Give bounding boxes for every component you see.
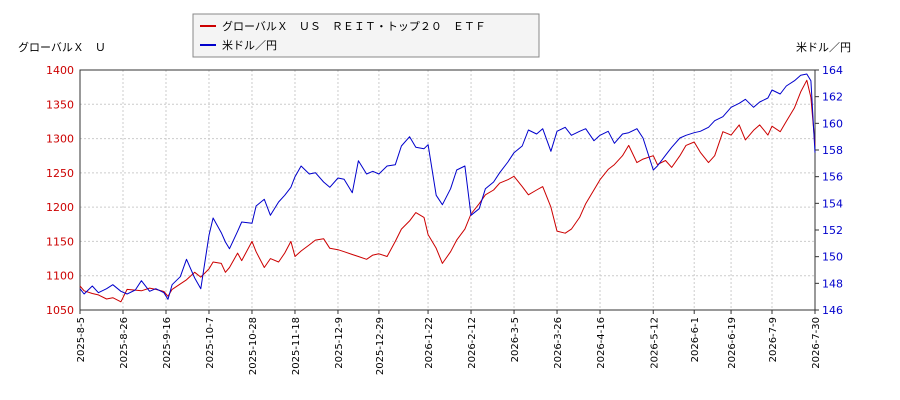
legend-box <box>192 13 540 58</box>
right-tick-label: 148 <box>822 277 843 290</box>
x-tick-label: 2025-10-28 <box>248 317 259 375</box>
left-tick-label: 1350 <box>46 98 74 111</box>
left-tick-label: 1050 <box>46 304 74 317</box>
right-tick-label: 160 <box>822 117 843 130</box>
x-tick-label: 2026-2-12 <box>467 317 478 369</box>
left-tick-label: 1200 <box>46 201 74 214</box>
x-tick-label: 2025-12-29 <box>375 317 386 375</box>
x-tick-label: 2026-6-1 <box>690 317 701 362</box>
x-tick-label: 2026-5-12 <box>649 317 660 369</box>
x-tick-label: 2026-6-19 <box>727 317 738 369</box>
left-tick-label: 1150 <box>46 235 74 248</box>
legend-label-etf: グローバルＸ ＵＳ ＲＥＩＴ・トップ２０ ＥＴＦ <box>222 19 486 33</box>
right-tick-label: 152 <box>822 224 843 237</box>
x-tick-label: 2025-8-26 <box>119 317 130 369</box>
x-tick-label: 2025-8-5 <box>76 317 87 362</box>
x-tick-label: 2026-4-16 <box>596 317 607 369</box>
x-tick-label: 2026-7-30 <box>811 317 822 369</box>
grid <box>80 70 815 310</box>
plot-frame <box>79 69 816 311</box>
x-tick-label: 2025-9-16 <box>162 317 173 369</box>
x-tick-label: 2026-3-26 <box>553 317 564 369</box>
left-axis-label: グローバルＸ Ｕ <box>18 40 106 54</box>
series-lines <box>79 73 816 303</box>
series-line-etf <box>79 79 816 303</box>
left-tick-label: 1300 <box>46 133 74 146</box>
x-tick-label: 2026-1-22 <box>424 317 435 369</box>
series-line-usdjpy <box>79 73 816 300</box>
right-tick-label: 162 <box>822 91 843 104</box>
legend: グローバルＸ ＵＳ ＲＥＩＴ・トップ２０ ＥＴＦ 米ドル／円 <box>192 13 540 58</box>
x-tick-label: 2025-10-7 <box>205 317 216 369</box>
right-axis-label: 米ドル／円 <box>796 41 851 54</box>
axes: 1050 1100 1150 1200 1250 1300 1350 1400 146 148 15… <box>46 64 843 375</box>
x-tick-label: 2025-12-9 <box>334 317 345 369</box>
right-tick-label: 154 <box>822 197 843 210</box>
x-tick-label: 2026-3-5 <box>510 317 521 362</box>
legend-label-usdjpy: 米ドル／円 <box>222 39 277 52</box>
x-tick-label: 2026-7-9 <box>768 317 779 362</box>
left-tick-label: 1250 <box>46 167 74 180</box>
right-tick-label: 156 <box>822 171 843 184</box>
right-tick-label: 146 <box>822 304 843 317</box>
right-tick-label: 164 <box>822 64 843 77</box>
left-tick-label: 1100 <box>46 270 74 283</box>
left-tick-label: 1400 <box>46 64 74 77</box>
right-tick-label: 158 <box>822 144 843 157</box>
right-tick-label: 150 <box>822 251 843 264</box>
x-tick-label: 2025-11-18 <box>291 317 302 375</box>
